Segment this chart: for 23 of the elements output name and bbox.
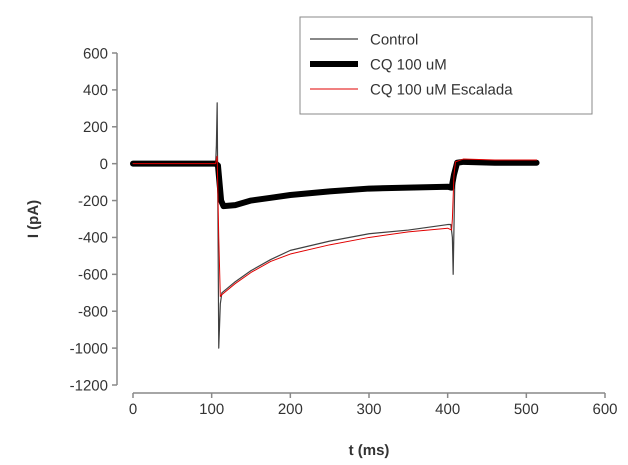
x-tick-label: 400 (435, 401, 460, 418)
x-tick-label: 500 (514, 401, 539, 418)
legend-label: CQ 100 uM (370, 56, 447, 74)
x-tick-label: 100 (199, 401, 224, 418)
y-axis-title: I (pA) (25, 200, 42, 238)
x-tick-label: 600 (592, 401, 618, 418)
x-tick-label: 0 (128, 401, 138, 418)
x-tick-label: 200 (278, 401, 303, 418)
legend-label: CQ 100 uM Escalada (370, 81, 514, 98)
y-tick-label: 600 (82, 45, 108, 62)
y-tick-label: 400 (82, 82, 108, 100)
y-tick-label: -800 (78, 303, 108, 320)
y-tick-label: 0 (100, 156, 108, 173)
y-tick-label: -1200 (70, 377, 108, 394)
y-tick-label: 200 (82, 119, 108, 136)
y-tick-label: -400 (78, 230, 108, 247)
y-tick-label: -1000 (70, 340, 108, 358)
y-tick-label: -200 (78, 192, 108, 210)
legend-label: Control (370, 31, 418, 48)
x-tick-label: 300 (356, 401, 382, 418)
x-axis-title: t (ms) (348, 442, 390, 459)
y-tick-label: -600 (78, 266, 108, 284)
line-series (132, 156, 538, 297)
